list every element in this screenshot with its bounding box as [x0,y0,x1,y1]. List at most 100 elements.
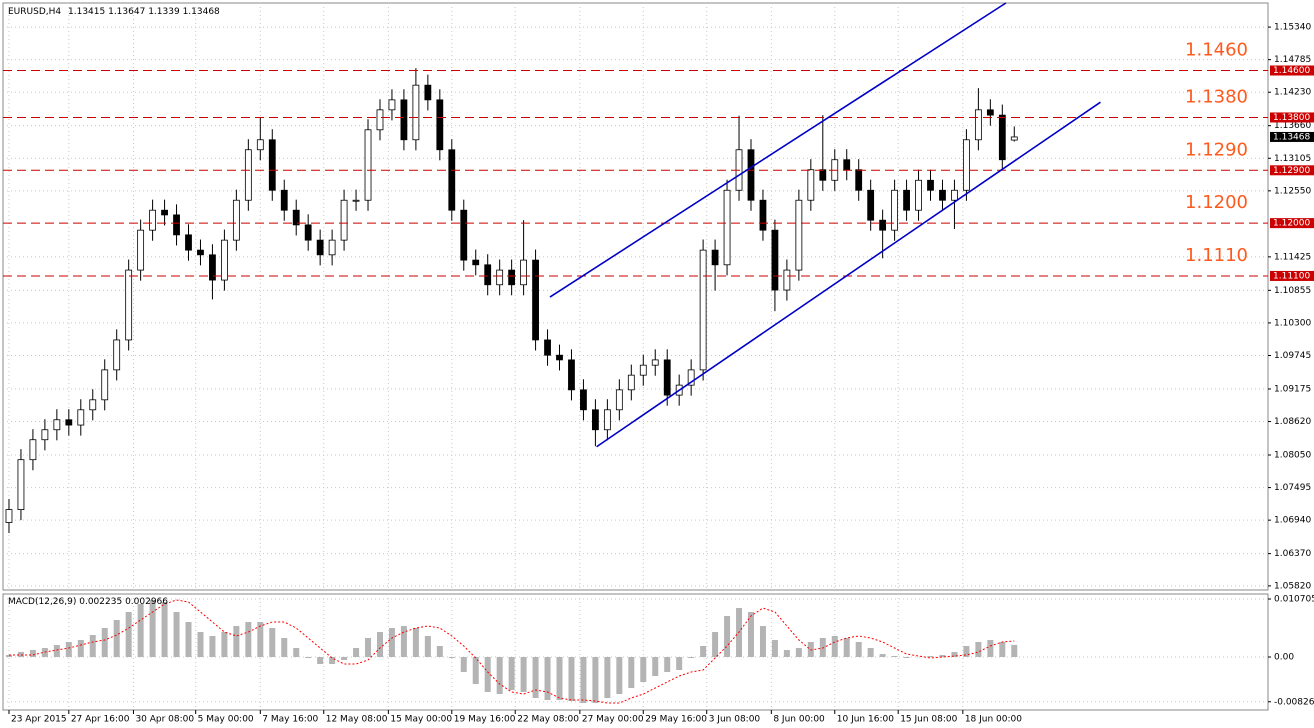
level-label: 1.1460 [1185,40,1248,61]
axis-level-box [1270,270,1314,281]
candle-body [448,149,456,211]
low: 1.1339 [148,7,180,17]
y-tick-label: -0.00826 [1274,697,1314,707]
candle-body [316,239,324,256]
candle-body [161,209,168,216]
candle-body [592,409,599,431]
candle-body [460,209,468,261]
candle-body [783,269,791,291]
candle-body [364,129,372,201]
axis-level-label: 1.13800 [1273,113,1310,123]
y-tick-label: 1.06940 [1274,516,1311,526]
x-tick-label: 27 Apr 16:00 [71,715,130,725]
axis-level-label: 1.12900 [1273,166,1310,176]
y-tick-label: 1.10855 [1274,286,1311,296]
candle-body [17,459,25,510]
candle-body [65,419,73,426]
candle-body [424,84,432,101]
candle-body [508,269,516,286]
y-tick-label: 1.06370 [1274,549,1311,559]
y-tick-label: 1.13105 [1274,154,1311,164]
x-tick-label: 27 May 00:00 [582,715,644,725]
close: 1.13468 [183,7,220,17]
current-price-label: 1.13468 [1273,132,1310,142]
candle-body [232,199,240,241]
signal-value: 0.002966 [125,597,168,607]
current-price-box [1270,131,1314,142]
x-tick-label: 10 Jun 16:00 [837,715,894,725]
candle-body [927,179,934,191]
symbol: EURUSD,H4 [8,7,61,17]
axis-level-box [1270,218,1314,229]
candle-body [687,369,695,386]
axis-level-label: 1.12000 [1273,219,1310,229]
layer: 1.15340 1.14785 1.14230 1.13660 1.13105 1.125… [3,2,1314,725]
candle-body [53,419,61,431]
candle-body [113,339,121,371]
main-frame [2,2,1269,591]
candle-body [244,149,252,201]
candle-body [77,409,85,426]
candle-body [903,189,910,211]
candle-body [651,359,659,366]
axis-level-box [1270,165,1314,176]
candle-body [496,269,504,286]
trend-line [596,101,1101,448]
candle-body [185,234,192,251]
candle-body [29,439,37,461]
candle-body [280,189,288,211]
candle-body [484,264,492,286]
candle-body [963,139,970,191]
candle-body [747,149,755,201]
candle-body [711,249,719,266]
x-tick-label: 15 May 00:00 [390,715,452,725]
candle-body [615,389,623,411]
y-tick-label: 0.010705 [1274,595,1314,605]
candle-body [986,109,994,116]
trend-line [549,2,1007,298]
axis-level-box [1270,112,1314,123]
candle-body [998,114,1006,161]
candle-body [759,199,767,231]
candle-body [400,99,408,141]
candle-body [807,169,815,201]
macd-header: MACD(12,26,9) 0.002235 0.002966 [8,597,168,607]
candle-body [867,189,875,221]
candle-body [627,374,635,391]
x-tick-label: 7 May 16:00 [262,715,318,725]
x-tick-label: 5 May 00:00 [198,715,254,725]
candle-body [5,509,13,523]
y-tick-label: 1.07495 [1274,483,1311,493]
axis-level-label: 1.11100 [1273,271,1310,281]
candle-body [819,169,827,181]
candle-body [520,259,528,286]
candle-body [663,359,671,396]
y-tick-label: 1.15340 [1274,23,1311,33]
x-tick-label: 18 Jun 00:00 [965,715,1022,725]
candle-body [101,369,109,401]
candle-body [376,109,384,131]
macd-frame [2,593,1269,711]
candle-body [125,269,133,341]
macd-title: MACD(12,26,9) [8,597,76,607]
y-tick-label: 1.09175 [1274,384,1311,394]
candle-body [197,249,204,256]
y-tick-label: 1.09745 [1274,351,1311,361]
candle-body [209,254,216,281]
candle-body [771,229,779,291]
y-tick-label: 1.14230 [1274,88,1311,98]
candle-body [304,224,312,241]
candle-body [436,99,444,151]
candle-body [568,359,575,391]
x-tick-label: 3 Jun 08:00 [709,715,761,725]
open: 1.13415 [68,7,105,17]
candle-body [256,139,264,151]
candle-body [472,259,480,266]
x-tick-label: 29 May 16:00 [645,715,707,725]
x-tick-label: 12 May 08:00 [326,715,388,725]
candle-body [388,99,396,111]
x-tick-label: 30 Apr 08:00 [135,715,194,725]
candle-body [340,199,348,241]
candle-body [268,139,276,191]
